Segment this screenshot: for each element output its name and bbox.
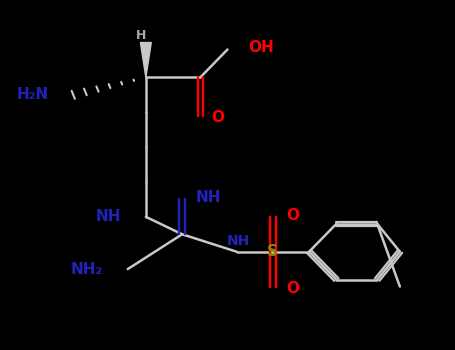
- Text: O: O: [287, 281, 299, 296]
- Text: NH: NH: [96, 209, 121, 224]
- Text: S: S: [268, 244, 278, 259]
- Polygon shape: [141, 43, 152, 77]
- Text: H₂N: H₂N: [16, 87, 48, 102]
- Text: O: O: [287, 208, 299, 223]
- Text: OH: OH: [248, 40, 273, 55]
- Text: O: O: [212, 110, 225, 125]
- Text: NH: NH: [227, 234, 250, 248]
- Text: NH: NH: [196, 190, 221, 205]
- Text: NH₂: NH₂: [71, 262, 103, 276]
- Text: H: H: [136, 29, 147, 42]
